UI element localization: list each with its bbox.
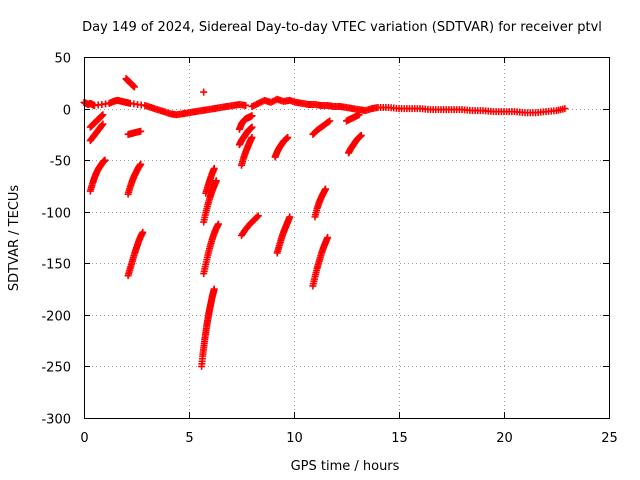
y-tick-label: -100 bbox=[41, 207, 71, 222]
series-baseline-a bbox=[80, 96, 250, 119]
data-point bbox=[212, 177, 220, 185]
series-arc-9.5-b bbox=[273, 213, 294, 257]
series-arc-11-a bbox=[309, 117, 334, 138]
series-arc-12.8-a bbox=[343, 111, 363, 125]
series-arc-12.8-b bbox=[345, 131, 365, 157]
data-point bbox=[210, 164, 218, 172]
series-arc-2-a bbox=[124, 127, 145, 138]
series-arc-7.5-d bbox=[238, 212, 262, 239]
y-tick-label: -200 bbox=[41, 310, 71, 325]
series-arc-2-b bbox=[124, 160, 145, 198]
y-tick-label: 50 bbox=[54, 52, 71, 67]
data-point bbox=[248, 133, 256, 141]
x-tick-label: 25 bbox=[601, 431, 618, 446]
data-point bbox=[242, 101, 250, 109]
data-point bbox=[200, 88, 208, 96]
grid-lines bbox=[84, 57, 609, 418]
data-point bbox=[322, 185, 329, 193]
data-point bbox=[139, 228, 147, 236]
data-point bbox=[99, 111, 107, 119]
data-point bbox=[99, 120, 107, 128]
y-tick-label: -300 bbox=[41, 413, 71, 428]
series-arc-6-d bbox=[198, 285, 218, 370]
data-point bbox=[137, 127, 145, 135]
data-point bbox=[284, 133, 292, 141]
series-arc-2-c bbox=[124, 228, 147, 280]
series-baseline-b bbox=[248, 95, 569, 117]
series-arc-11-c bbox=[309, 234, 332, 290]
chart-title: Day 149 of 2024, Sidereal Day-to-day VTE… bbox=[82, 20, 602, 35]
data-point bbox=[324, 234, 332, 241]
data-point bbox=[326, 117, 334, 125]
data-point bbox=[357, 131, 365, 139]
data-point bbox=[101, 156, 109, 164]
y-tick-label: -250 bbox=[41, 361, 71, 376]
data-point bbox=[130, 83, 138, 91]
x-tick-label: 15 bbox=[391, 431, 408, 446]
data-point bbox=[355, 111, 363, 119]
x-tick-label: 0 bbox=[80, 431, 88, 446]
series-arc-9.5-a bbox=[271, 133, 292, 161]
x-axis-title: GPS time / hours bbox=[291, 459, 400, 474]
series-arc-7.5-a bbox=[235, 112, 256, 133]
plot-frame bbox=[84, 57, 610, 419]
data-points bbox=[80, 75, 569, 370]
data-point bbox=[137, 160, 145, 168]
series-arc-6-c bbox=[200, 220, 222, 278]
series-arc-11-b bbox=[311, 185, 329, 221]
x-tick-label: 20 bbox=[496, 431, 513, 446]
x-tick-label: 10 bbox=[286, 431, 303, 446]
y-tick-label: 0 bbox=[63, 104, 71, 119]
data-point bbox=[248, 123, 256, 131]
y-tick-label: -150 bbox=[41, 258, 71, 273]
tick-labels: 0 5 10 15 20 25 50 0 -50 -100 -150 -200 -250 -300 bbox=[41, 52, 617, 447]
y-axis-title: SDTVAR / TECUs bbox=[7, 185, 22, 292]
data-point bbox=[248, 112, 256, 120]
series-arc-0-a bbox=[86, 111, 107, 131]
data-point bbox=[253, 213, 261, 221]
data-point bbox=[210, 285, 218, 293]
data-point bbox=[286, 213, 294, 221]
series-arc-7.5-b bbox=[235, 123, 256, 149]
data-point bbox=[561, 105, 569, 113]
series-arc-0-c bbox=[86, 156, 109, 195]
y-tick-label: -50 bbox=[50, 155, 71, 170]
series-arc-7.5-c bbox=[238, 133, 256, 169]
x-tick-label: 5 bbox=[185, 431, 193, 446]
data-point bbox=[214, 220, 222, 228]
data-point bbox=[254, 212, 262, 220]
series-spike-5.7 bbox=[200, 88, 208, 96]
series-arc-6-b bbox=[200, 177, 220, 226]
series-spike-2 bbox=[122, 75, 138, 91]
series-arc-0-b bbox=[86, 120, 107, 145]
